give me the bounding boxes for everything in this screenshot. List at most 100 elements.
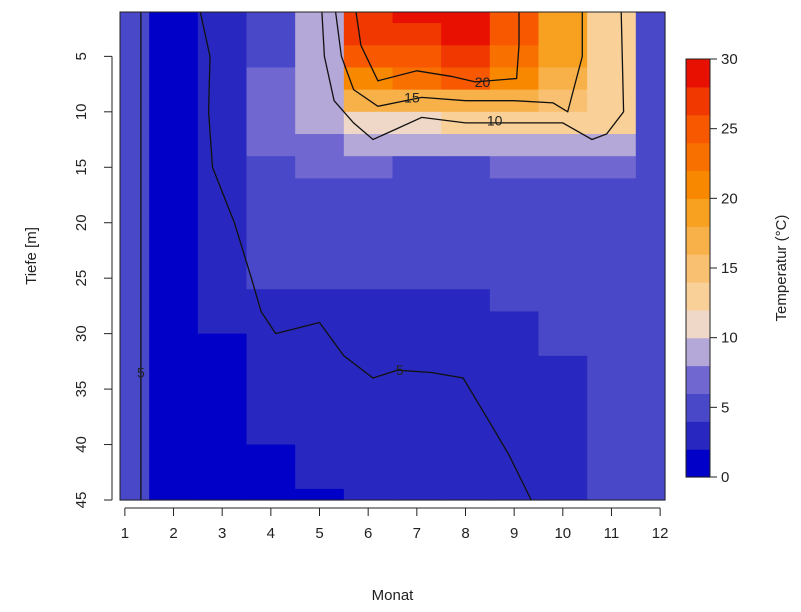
heatmap-cell: [120, 333, 150, 357]
heatmap-cell: [489, 200, 540, 224]
heatmap-cell: [635, 311, 666, 335]
heatmap-cell: [587, 422, 637, 446]
colorbar-swatch: [686, 59, 710, 88]
heatmap-cell: [587, 12, 637, 24]
contour-label: 15: [404, 89, 420, 105]
heatmap-cell: [295, 244, 345, 268]
heatmap-cell: [538, 244, 588, 268]
heatmap-cell: [587, 311, 637, 335]
heatmap-cell: [392, 466, 442, 490]
heatmap-cell: [149, 311, 199, 335]
heatmap-cell: [149, 400, 199, 423]
x-tick-label: 5: [315, 525, 323, 542]
heatmap-cell: [295, 355, 345, 379]
heatmap-cell: [538, 466, 588, 490]
heatmap-cell: [295, 400, 345, 423]
heatmap-cell: [149, 200, 199, 224]
heatmap-cell: [587, 178, 637, 202]
heatmap-cell: [587, 23, 637, 46]
heatmap-cell: [587, 200, 637, 224]
heatmap-cell: [538, 311, 588, 335]
colorbar-swatch: [686, 393, 710, 422]
heatmap-cell: [197, 488, 248, 501]
heatmap-cell: [295, 134, 345, 157]
heatmap-cell: [392, 178, 442, 202]
heatmap-cell: [489, 488, 540, 501]
heatmap-cell: [635, 178, 666, 202]
heatmap-cell: [246, 267, 296, 290]
heatmap-cell: [295, 378, 345, 401]
colorbar-title: Temperatur (°C): [773, 215, 790, 322]
colorbar: 0 5 10 15 20 25 30: [685, 51, 738, 486]
heatmap-cell: [120, 156, 150, 179]
heatmap-cell: [392, 311, 442, 335]
heatmap-cell: [120, 311, 150, 335]
heatmap-cell: [343, 355, 394, 379]
heatmap-cell: [343, 422, 394, 446]
heatmap-cell: [635, 111, 666, 135]
x-tick-label: 6: [364, 525, 372, 542]
heatmap-cell: [489, 134, 540, 157]
heatmap-cell: [343, 23, 394, 46]
heatmap-cell: [441, 488, 491, 501]
y-tick-label: 30: [73, 325, 90, 342]
heatmap-cell: [587, 134, 637, 157]
colorbar-swatch: [686, 449, 710, 478]
heatmap-cell: [441, 23, 491, 46]
heatmap-cell: [343, 12, 394, 24]
colorbar-swatch: [686, 114, 710, 144]
heatmap-cell: [489, 444, 540, 468]
heatmap-cell: [120, 89, 150, 113]
colorbar-swatch: [686, 337, 710, 367]
heatmap-cell: [149, 466, 199, 490]
heatmap-cell: [587, 466, 637, 490]
heatmap-cell: [149, 45, 199, 69]
heatmap-cell: [441, 400, 491, 423]
heatmap-cell: [587, 289, 637, 313]
colorbar-swatch: [686, 254, 710, 283]
heatmap-cell: [538, 400, 588, 423]
heatmap-cell: [295, 23, 345, 46]
x-tick-label: 10: [554, 525, 571, 542]
heatmap-cell: [538, 134, 588, 157]
heatmap-cell: [343, 267, 394, 290]
heatmap-cell: [120, 23, 150, 46]
colorbar-swatch: [686, 142, 710, 172]
heatmap-cell: [489, 289, 540, 313]
heatmap-cell: [120, 400, 150, 423]
heatmap-cell: [149, 23, 199, 46]
contour-label: 5: [137, 364, 145, 380]
contour-label: 5: [396, 362, 404, 378]
heatmap-cell: [635, 444, 666, 468]
heatmap-cell: [441, 200, 491, 224]
heatmap-cell: [197, 289, 248, 313]
heatmap-cell: [343, 134, 394, 157]
heatmap-cell: [149, 67, 199, 91]
x-tick-label: 7: [413, 525, 421, 542]
heatmap-cell: [441, 222, 491, 246]
heatmap-cell: [295, 111, 345, 135]
heatmap-cell: [441, 67, 491, 91]
heatmap-cell: [441, 244, 491, 268]
heatmap-cell: [343, 444, 394, 468]
heatmap-cell: [149, 89, 199, 113]
y-tick-label: 35: [73, 381, 90, 398]
heatmap-cell: [489, 156, 540, 179]
heatmap-cell: [635, 200, 666, 224]
heatmap-cell: [538, 89, 588, 113]
heatmap-cell: [635, 12, 666, 24]
heatmap-cell: [343, 378, 394, 401]
heatmap-cell: [149, 111, 199, 135]
heatmap-cell: [197, 333, 248, 357]
heatmap-cell: [343, 111, 394, 135]
heatmap-cell: [197, 134, 248, 157]
heatmap-cell: [246, 400, 296, 423]
heatmap-cell: [441, 178, 491, 202]
heatmap-cell: [197, 89, 248, 113]
plot-frame: [119, 11, 666, 501]
contour-lines: 5 5 10 15 20: [137, 11, 625, 501]
heatmap-cell: [120, 488, 150, 501]
heatmap-cell: [246, 244, 296, 268]
heatmap-cell: [489, 222, 540, 246]
heatmap-cell: [538, 23, 588, 46]
